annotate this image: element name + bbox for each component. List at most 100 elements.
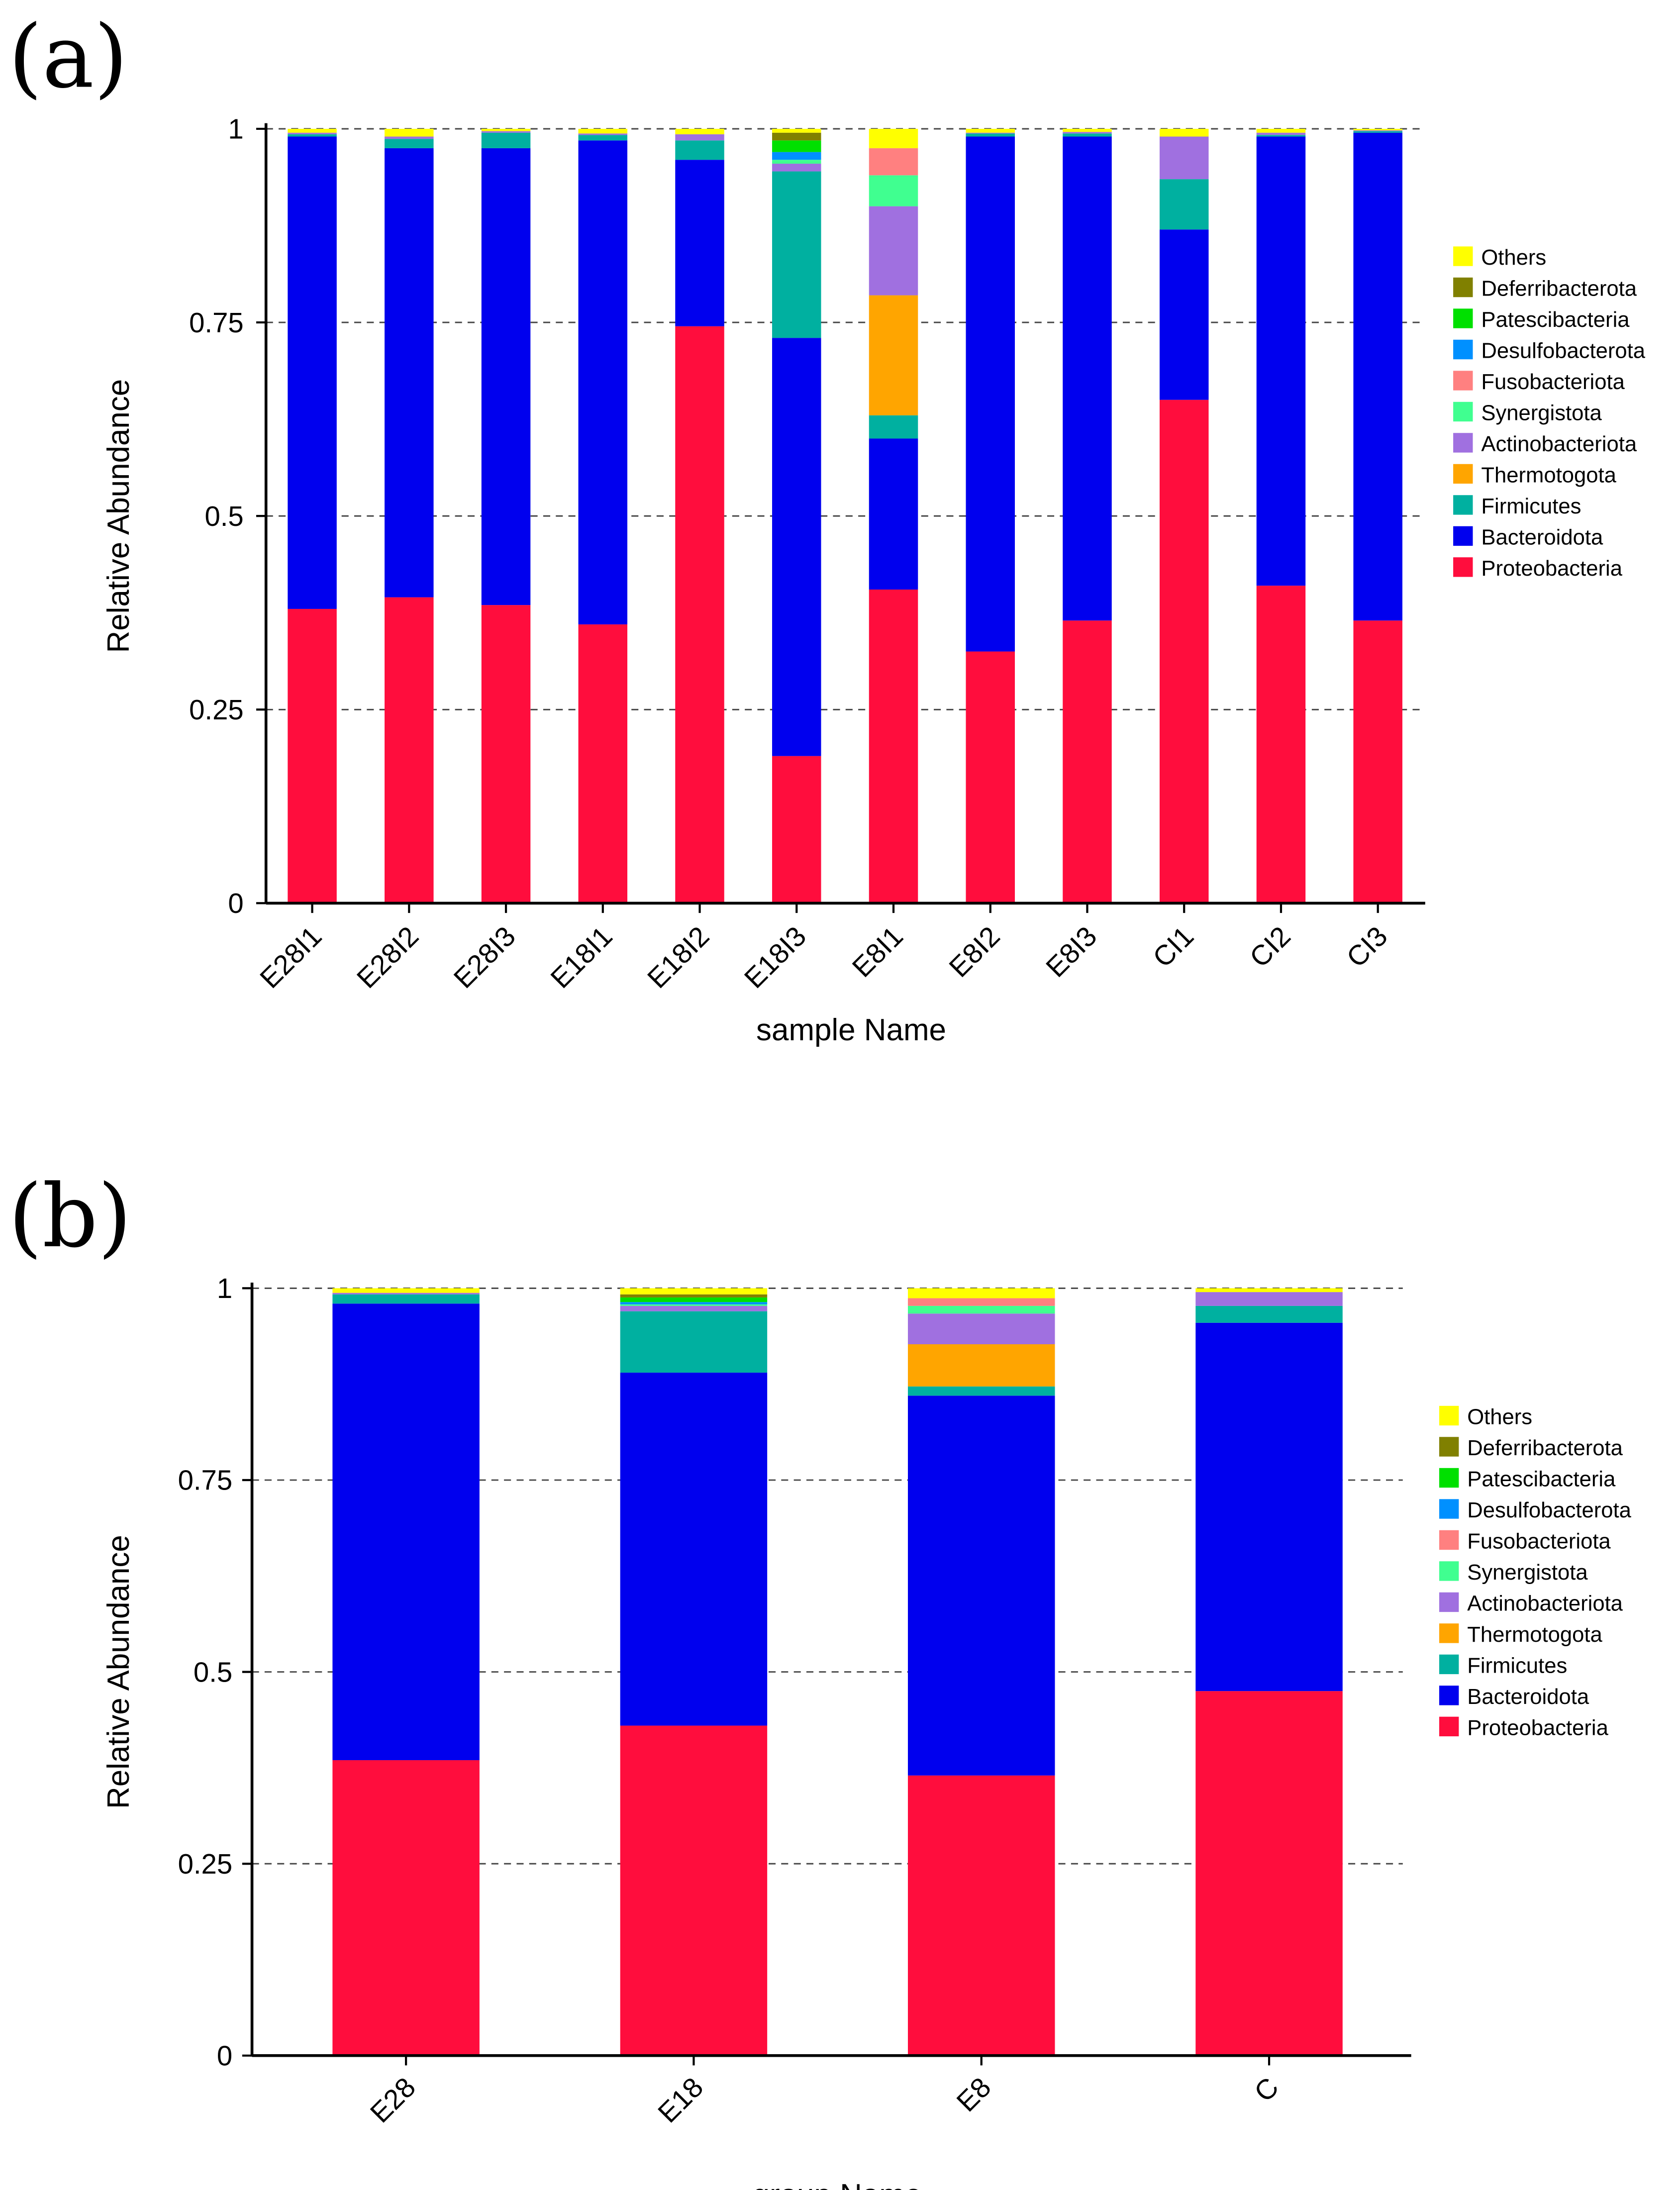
bar-e28: [332, 1288, 480, 2056]
legend-label-fusobacteriota: Fusobacteriota: [1467, 1529, 1611, 1553]
bar-c: [1195, 1288, 1343, 2056]
bar-segment-e28i1-proteobacteria: [288, 608, 337, 903]
bar-segment-ci2-others: [1256, 128, 1306, 133]
x-tick-label-ci3: CI3: [1340, 920, 1393, 973]
bar-segment-ci1-others: [1159, 128, 1209, 137]
bar-segment-e28i1-actinobacteriota: [288, 132, 337, 134]
bar-segment-e18i2-actinobacteriota: [675, 134, 724, 141]
x-tick-label-e8i2: E8I2: [943, 920, 1005, 983]
x-tick-label-e18i3: E18I3: [738, 920, 812, 995]
bar-segment-e8i2-firmicutes: [966, 133, 1015, 137]
bar-segment-e28-actinobacteriota: [332, 1293, 480, 1294]
bar-segment-ci3-actinobacteriota: [1353, 130, 1402, 131]
legend-swatch-synergistota: [1453, 401, 1473, 422]
bar-segment-c-bacteroidota: [1195, 1322, 1343, 1692]
legend-swatch-firmicutes: [1453, 495, 1473, 515]
bar-segment-c-proteobacteria: [1195, 1691, 1343, 2056]
legend-swatch-actinobacteriota: [1439, 1592, 1459, 1612]
legend-label-bacteroidota: Bacteroidota: [1467, 1685, 1589, 1709]
bar-e8i3: [1063, 128, 1112, 903]
bar-segment-e8i1-fusobacteriota: [869, 148, 918, 176]
bar-segment-e8i3-actinobacteriota: [1063, 132, 1112, 134]
legend-swatch-proteobacteria: [1439, 1716, 1459, 1737]
bar-segment-e8-synergistota: [907, 1305, 1055, 1314]
legend-label-others: Others: [1467, 1405, 1532, 1429]
bar-segment-e8i1-thermotogota: [869, 295, 918, 415]
legend-label-deferribacterota: Deferribacterota: [1481, 277, 1637, 300]
legend-swatch-patescibacteria: [1453, 308, 1473, 328]
legend: Others Deferribacterota Patescibacteria Des…: [1453, 246, 1646, 581]
x-tick-label-e18: E18: [652, 2071, 709, 2128]
x-tick-label-e28i1: E28I1: [254, 920, 328, 995]
legend-label-others: Others: [1481, 246, 1546, 270]
x-tick-label-e28i3: E28I3: [448, 920, 522, 995]
bar-segment-e28i2-others: [385, 128, 434, 137]
bar-e18i1: [578, 128, 628, 903]
bar-segment-e8i3-bacteroidota: [1063, 136, 1112, 621]
bar-segment-e18-firmicutes: [620, 1311, 768, 1373]
bar-e8i2: [966, 128, 1015, 903]
bar-segment-ci2-firmicutes: [1256, 135, 1306, 137]
bar-segment-e18i2-proteobacteria: [675, 326, 724, 903]
legend-label-proteobacteria: Proteobacteria: [1481, 557, 1622, 581]
bar-segment-e8i1-actinobacteriota: [869, 206, 918, 296]
bar-segment-e8-firmicutes: [907, 1386, 1055, 1396]
legend-swatch-desulfobacterota: [1439, 1499, 1459, 1519]
bar-segment-e18i3-firmicutes: [772, 171, 821, 338]
y-tick-label-0-5: 0.5: [204, 500, 243, 532]
bar-segment-e8-thermotogota: [907, 1344, 1055, 1387]
y-tick-label-0-75: 0.75: [189, 307, 244, 338]
bar-segment-e8i1-bacteroidota: [869, 438, 918, 590]
legend-label-deferribacterota: Deferribacterota: [1467, 1436, 1623, 1460]
bar-segment-ci3-proteobacteria: [1353, 620, 1402, 903]
bar-segment-e8-actinobacteriota: [907, 1313, 1055, 1345]
bar-e18i3: [772, 128, 821, 903]
legend-swatch-thermotogota: [1453, 464, 1473, 484]
bar-segment-e18-patescibacteria: [620, 1297, 768, 1302]
legend-label-thermotogota: Thermotogota: [1467, 1623, 1602, 1647]
bar-segment-ci1-bacteroidota: [1159, 229, 1209, 400]
bar-segment-ci3-bacteroidota: [1353, 132, 1402, 621]
bar-segment-e18i3-patescibacteria: [772, 140, 821, 152]
legend-swatch-firmicutes: [1439, 1654, 1459, 1675]
legend-label-desulfobacterota: Desulfobacterota: [1467, 1498, 1631, 1522]
x-tick-label-e8i1: E8I1: [846, 920, 909, 983]
bar-ci3: [1353, 128, 1402, 903]
bar-segment-e28i2-firmicutes: [385, 139, 434, 148]
bar-segment-e18i1-others: [578, 128, 628, 134]
bar-segment-e8i3-firmicutes: [1063, 133, 1112, 137]
bar-segment-e28i2-proteobacteria: [385, 597, 434, 903]
legend-swatch-others: [1439, 1405, 1459, 1426]
x-tick-label-e8i3: E8I3: [1040, 920, 1102, 983]
y-tick-label-1: 1: [228, 113, 243, 145]
bar-segment-e28i3-proteobacteria: [481, 605, 531, 903]
bar-segment-e18-bacteroidota: [620, 1373, 768, 1726]
legend-label-desulfobacterota: Desulfobacterota: [1481, 339, 1645, 363]
bar-segment-e18i1-bacteroidota: [578, 140, 628, 625]
bar-segment-e18i3-deferribacterota: [772, 132, 821, 141]
bar-segment-e28i1-firmicutes: [288, 134, 337, 137]
x-axis-title: sample Name: [756, 1013, 946, 1047]
bar-segment-e8i3-others: [1063, 128, 1112, 132]
bar-segment-e18-proteobacteria: [620, 1725, 768, 2056]
panel-a-chart: (a) 0 0.25 0.5 0.75 1 E28I1 E28I2 E28I3 E18I1 E18I…: [8, 6, 1646, 1047]
bar-segment-c-others: [1195, 1288, 1343, 1293]
bar-segment-e18i3-synergistota: [772, 160, 821, 164]
x-axis-title: group Name: [753, 2178, 922, 2190]
legend-swatch-deferribacterota: [1439, 1437, 1459, 1457]
panel-b-chart: (b) 0 0.25 0.5 0.75 1 E28 E18 E8 Cgroup Name Relat…: [8, 1166, 1632, 2190]
bar-segment-e28i2-actinobacteriota: [385, 136, 434, 139]
y-tick-label-0-75: 0.75: [178, 1465, 233, 1496]
bar-segment-e8-proteobacteria: [907, 1775, 1055, 2056]
bar-segment-e28i1-bacteroidota: [288, 136, 337, 609]
x-tick-label-e18i2: E18I2: [641, 920, 715, 995]
bar-segment-e28-proteobacteria: [332, 1760, 480, 2056]
y-tick-label-0-25: 0.25: [189, 694, 244, 725]
bar-e8i1: [869, 128, 918, 903]
bar-segment-e18i3-others: [772, 128, 821, 133]
bar-segment-e8i2-proteobacteria: [966, 651, 1015, 903]
bar-segment-e18-desulfobacterota: [620, 1302, 768, 1304]
bar-segment-c-firmicutes: [1195, 1305, 1343, 1323]
bar-segment-c-actinobacteriota: [1195, 1292, 1343, 1306]
